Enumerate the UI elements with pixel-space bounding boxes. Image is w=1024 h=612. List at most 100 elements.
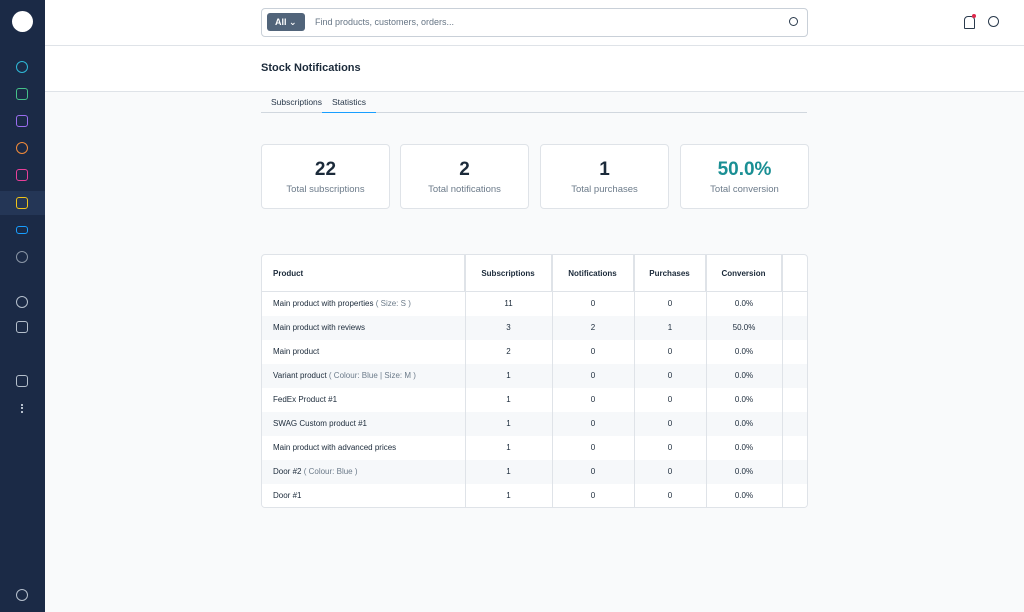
product-name: Door #1 (273, 491, 302, 500)
orders-icon[interactable] (16, 115, 28, 127)
filter-label: All (275, 17, 287, 27)
product-name: Main product with advanced prices (273, 443, 397, 452)
page-title: Stock Notifications (261, 62, 361, 74)
table-row (262, 484, 807, 507)
column-settings (782, 255, 807, 292)
settings-icon[interactable] (16, 251, 28, 263)
statistics-table: Product Subscriptions Notifications Purchas… (261, 254, 808, 508)
cell-notifications: 0 (590, 371, 596, 380)
store-icon[interactable] (16, 321, 28, 333)
content-icon[interactable] (16, 169, 28, 181)
cell-conversion: 0.0% (734, 491, 754, 500)
cell-product: Variant product ( Colour: Blue | Size: M… (262, 364, 465, 388)
collapse-icon[interactable] (16, 589, 28, 601)
page-header: Stock Notifications (45, 46, 1024, 92)
dashboard-icon[interactable] (16, 61, 28, 73)
cell-purchases: 1 (667, 323, 673, 332)
sidebar (0, 0, 45, 612)
table-row (262, 436, 807, 460)
cell-purchases: 0 (667, 419, 673, 428)
stat-card: 50.0% Total conversion (680, 144, 809, 209)
stat-value: 22 (314, 159, 337, 180)
column-divider (782, 255, 783, 507)
cell-product: Main product with properties ( Size: S ) (262, 292, 465, 316)
extensions-icon[interactable] (16, 226, 28, 234)
cell-conversion: 0.0% (734, 347, 754, 356)
help-icon[interactable] (988, 16, 999, 27)
cell-purchases: 0 (667, 347, 673, 356)
table-row (262, 340, 807, 364)
tab[interactable]: Subscriptions (271, 97, 323, 107)
stat-label: Total conversion (710, 184, 779, 195)
cell-conversion: 0.0% (734, 443, 754, 452)
cell-subscriptions: 11 (504, 299, 513, 308)
product-options: ( Colour: Blue ) (303, 467, 358, 476)
tab[interactable]: Statistics (322, 97, 377, 113)
product-name: FedEx Product #1 (273, 395, 338, 404)
active-item (0, 191, 45, 215)
cell-subscriptions: 1 (506, 371, 511, 380)
cell-product: Main product with reviews (262, 316, 465, 340)
table-row (262, 364, 807, 388)
table-row (262, 460, 807, 484)
product-name: Main product with reviews (273, 323, 366, 332)
cell-notifications: 0 (590, 467, 596, 476)
cell-purchases: 0 (667, 491, 673, 500)
table-row (262, 292, 807, 316)
column-divider (552, 255, 553, 507)
cell-product: Main product with advanced prices (262, 436, 465, 460)
column-divider (706, 255, 707, 507)
stat-card: 2 Total notifications (400, 144, 529, 209)
sales-channel-icon[interactable] (16, 375, 28, 387)
product-name: Door #2 (273, 467, 302, 476)
column-divider (465, 255, 466, 507)
cell-subscriptions: 1 (506, 419, 511, 428)
stat-label: Total subscriptions (286, 184, 365, 195)
stat-value: 50.0% (717, 159, 772, 180)
tabs: Subscriptions Statistics (261, 93, 807, 113)
product-name: Main product (273, 347, 320, 356)
column-header[interactable]: Product (262, 255, 465, 292)
cell-notifications: 0 (590, 299, 596, 308)
cell-conversion: 0.0% (734, 395, 754, 404)
marketing-icon[interactable] (16, 197, 28, 209)
cell-conversion: 50.0% (732, 323, 756, 332)
notifications-icon[interactable] (964, 16, 975, 29)
cell-conversion: 0.0% (734, 371, 754, 380)
product-name: SWAG Custom product #1 (273, 419, 367, 428)
customers-icon[interactable] (16, 142, 28, 154)
cell-conversion: 0.0% (734, 299, 754, 308)
cell-subscriptions: 3 (506, 323, 511, 332)
column-header[interactable]: Purchases (634, 255, 706, 292)
cell-purchases: 0 (667, 299, 673, 308)
stat-label: Total notifications (428, 184, 501, 195)
cell-purchases: 0 (667, 371, 673, 380)
cell-purchases: 0 (667, 395, 673, 404)
cell-notifications: 0 (590, 443, 596, 452)
search-filter[interactable]: All ⌄ (267, 13, 305, 31)
product-name: Main product with properties (273, 299, 374, 308)
table-row (262, 316, 807, 340)
cell-purchases: 0 (667, 443, 673, 452)
cell-subscriptions: 1 (506, 443, 511, 452)
stat-value: 1 (599, 159, 610, 180)
stat-card: 22 Total subscriptions (261, 144, 390, 209)
column-header[interactable]: Subscriptions (465, 255, 552, 292)
cell-notifications: 0 (590, 395, 596, 404)
stat-value: 2 (459, 159, 470, 180)
column-header[interactable]: Notifications (552, 255, 634, 292)
column-header[interactable]: Conversion (706, 255, 782, 292)
cell-notifications: 0 (590, 491, 596, 500)
more-icon[interactable] (21, 404, 25, 413)
catalog-icon[interactable] (16, 88, 28, 100)
table-row (262, 388, 807, 412)
search-icon[interactable] (789, 17, 798, 26)
cell-conversion: 0.0% (734, 419, 754, 428)
notification-dot (972, 14, 976, 18)
add-icon[interactable] (16, 296, 28, 308)
cell-subscriptions: 1 (506, 491, 511, 500)
logo[interactable] (12, 11, 33, 32)
search-bar[interactable]: All ⌄ Find products, customers, orders..… (261, 8, 808, 37)
